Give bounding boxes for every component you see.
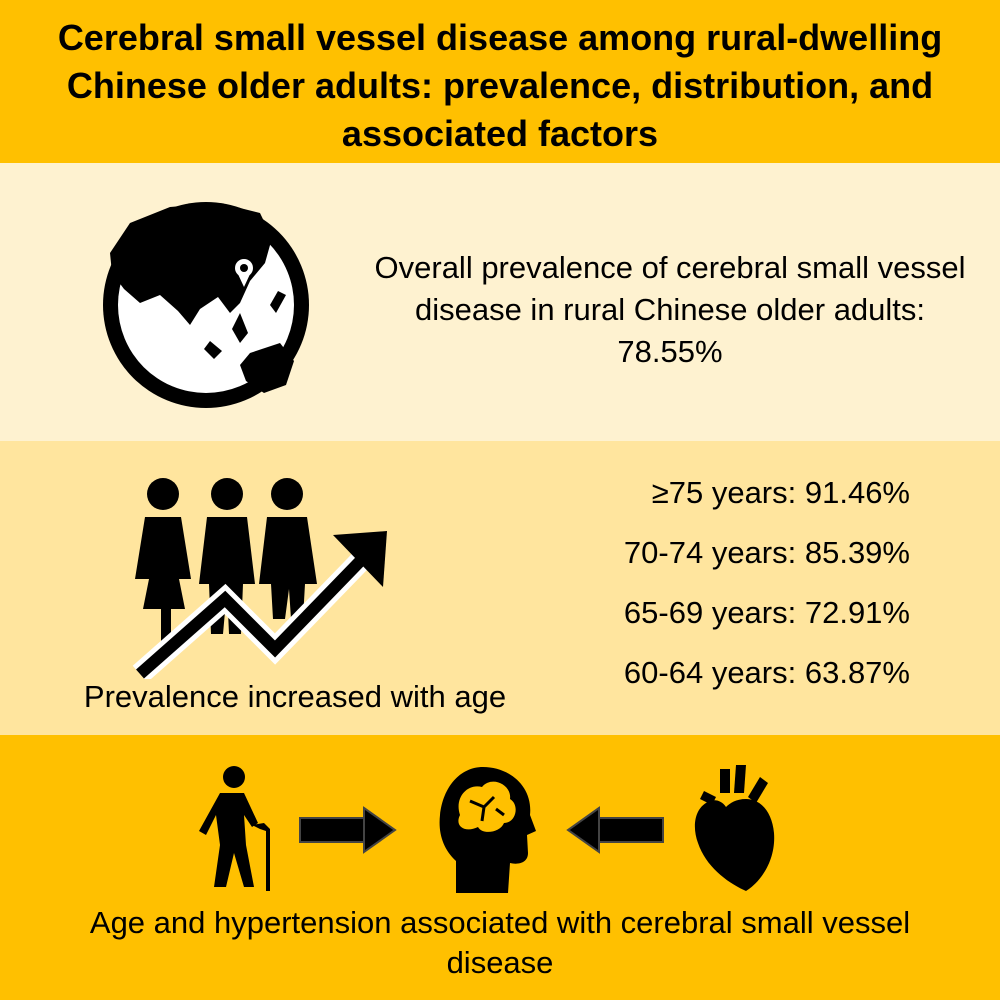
overall-prevalence-section: Overall prevalence of cerebral small ves… <box>0 163 1000 441</box>
brain-icon <box>439 767 536 893</box>
heart-icon <box>694 765 775 891</box>
age-group-75-plus: ≥75 years: 91.46% <box>651 475 910 510</box>
arrow-right-icon <box>299 806 397 854</box>
globe-icon <box>103 202 309 408</box>
age-group-65-69: 65-69 years: 72.91% <box>623 595 910 630</box>
title-band: Cerebral small vessel disease among rura… <box>0 0 1000 163</box>
people-rising-arrow-icon <box>132 478 387 679</box>
arrow-left-icon <box>566 806 664 854</box>
page-title: Cerebral small vessel disease among rura… <box>57 17 943 154</box>
associated-factors-text: Age and hypertension associated with cer… <box>89 905 911 980</box>
age-group-list: ≥75 years: 91.46% 70-74 years: 85.39% 65… <box>624 473 910 713</box>
associated-factors-section: Age and hypertension associated with cer… <box>0 735 1000 1000</box>
age-distribution-section: Prevalence increased with age ≥75 years:… <box>0 441 1000 735</box>
age-group-60-64: 60-64 years: 63.87% <box>623 655 910 690</box>
elderly-person-icon <box>199 766 270 891</box>
overall-prevalence-text: Overall prevalence of cerebral small ves… <box>374 250 966 369</box>
age-caption: Prevalence increased with age <box>83 679 507 714</box>
age-group-70-74: 70-74 years: 85.39% <box>623 535 910 570</box>
